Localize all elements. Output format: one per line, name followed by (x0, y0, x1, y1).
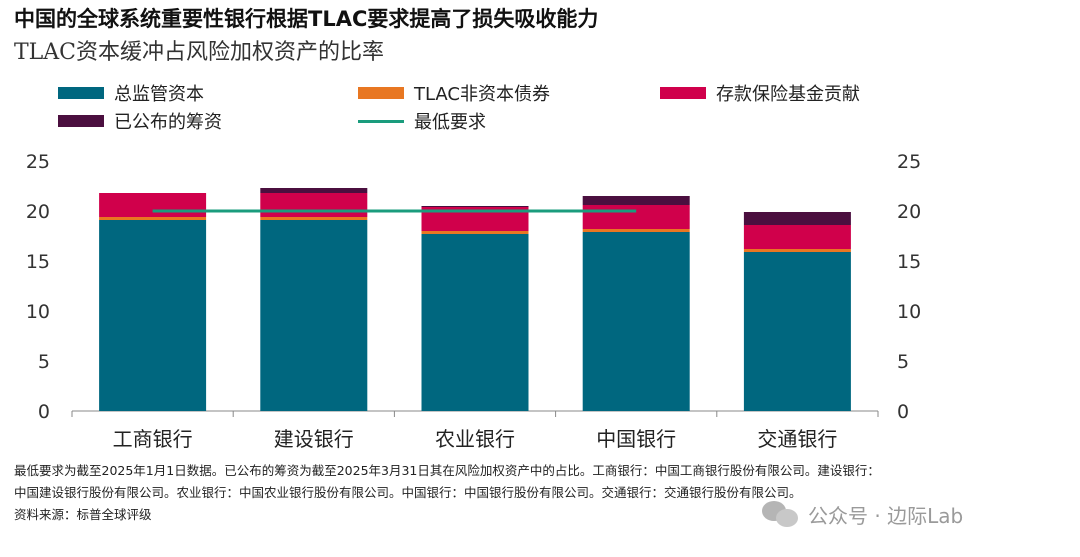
bar-segment-deposit-fund (260, 193, 368, 217)
y-tick-label-right: 0 (897, 401, 909, 423)
bar-segment-capital (743, 252, 851, 411)
footnote-line-2: 中国建设银行股份有限公司。农业银行：中国农业银行股份有限公司。中国银行：中国银行… (14, 485, 802, 500)
watermark-text: 公众号 · 边际Lab (808, 504, 964, 528)
y-tick-label-right: 20 (897, 201, 921, 223)
y-tick-label-right: 10 (897, 301, 921, 323)
x-tick-label: 农业银行 (435, 427, 515, 451)
y-tick-label-right: 5 (897, 351, 909, 373)
bar-segment-capital (99, 220, 207, 411)
x-tick-label: 工商银行 (113, 427, 193, 451)
bar-segment-tlac-debt (743, 249, 851, 252)
x-tick-label: 建设银行 (274, 427, 354, 451)
wechat-icon (762, 500, 800, 529)
y-tick-label-right: 15 (897, 251, 921, 273)
footnote: 最低要求为截至2025年1月1日数据。已公布的筹资为截至2025年3月31日其在… (14, 460, 1074, 526)
y-tick-label-left: 10 (26, 301, 50, 323)
bar-segment-announced (260, 188, 368, 193)
bar-segment-capital (582, 232, 690, 411)
bar-segment-deposit-fund (582, 205, 690, 229)
y-tick-label-left: 5 (38, 351, 50, 373)
chart-title: 中国的全球系统重要性银行根据TLAC要求提高了损失吸收能力 (14, 7, 599, 31)
footnote-source: 资料来源：标普全球评级 (14, 507, 152, 522)
stacked-bar-chart: 0 0 5 5 10 10 15 15 20 20 25 25 工商银行 建设银行 农业银行 中国银行 交通银行 (26, 151, 921, 451)
bar-segment-announced (421, 206, 529, 207)
y-tick-label-left: 15 (26, 251, 50, 273)
bar-segment-capital (421, 234, 529, 411)
chart-subtitle: TLAC资本缓冲占风险加权资产的比率 (14, 40, 385, 65)
bar-segment-tlac-debt (99, 217, 207, 220)
watermark: 公众号 · 边际Lab (762, 500, 963, 529)
footnote-line-1: 最低要求为截至2025年1月1日数据。已公布的筹资为截至2025年3月31日其在… (14, 463, 880, 478)
x-tick-label: 交通银行 (757, 427, 837, 451)
bar-segment-announced (582, 196, 690, 205)
bar-segment-announced (743, 212, 851, 225)
y-tick-label-right: 25 (897, 151, 921, 173)
x-tick-label: 中国银行 (596, 427, 676, 451)
bar-segment-tlac-debt (582, 229, 690, 232)
bar-segment-capital (260, 220, 368, 411)
bar-segment-tlac-debt (260, 217, 368, 220)
bar-segment-deposit-fund (743, 225, 851, 249)
bar-segment-deposit-fund (99, 193, 207, 217)
y-tick-label-left: 0 (38, 401, 50, 423)
bar-segment-tlac-debt (421, 231, 529, 234)
y-tick-label-left: 20 (26, 201, 50, 223)
y-tick-label-left: 25 (26, 151, 50, 173)
